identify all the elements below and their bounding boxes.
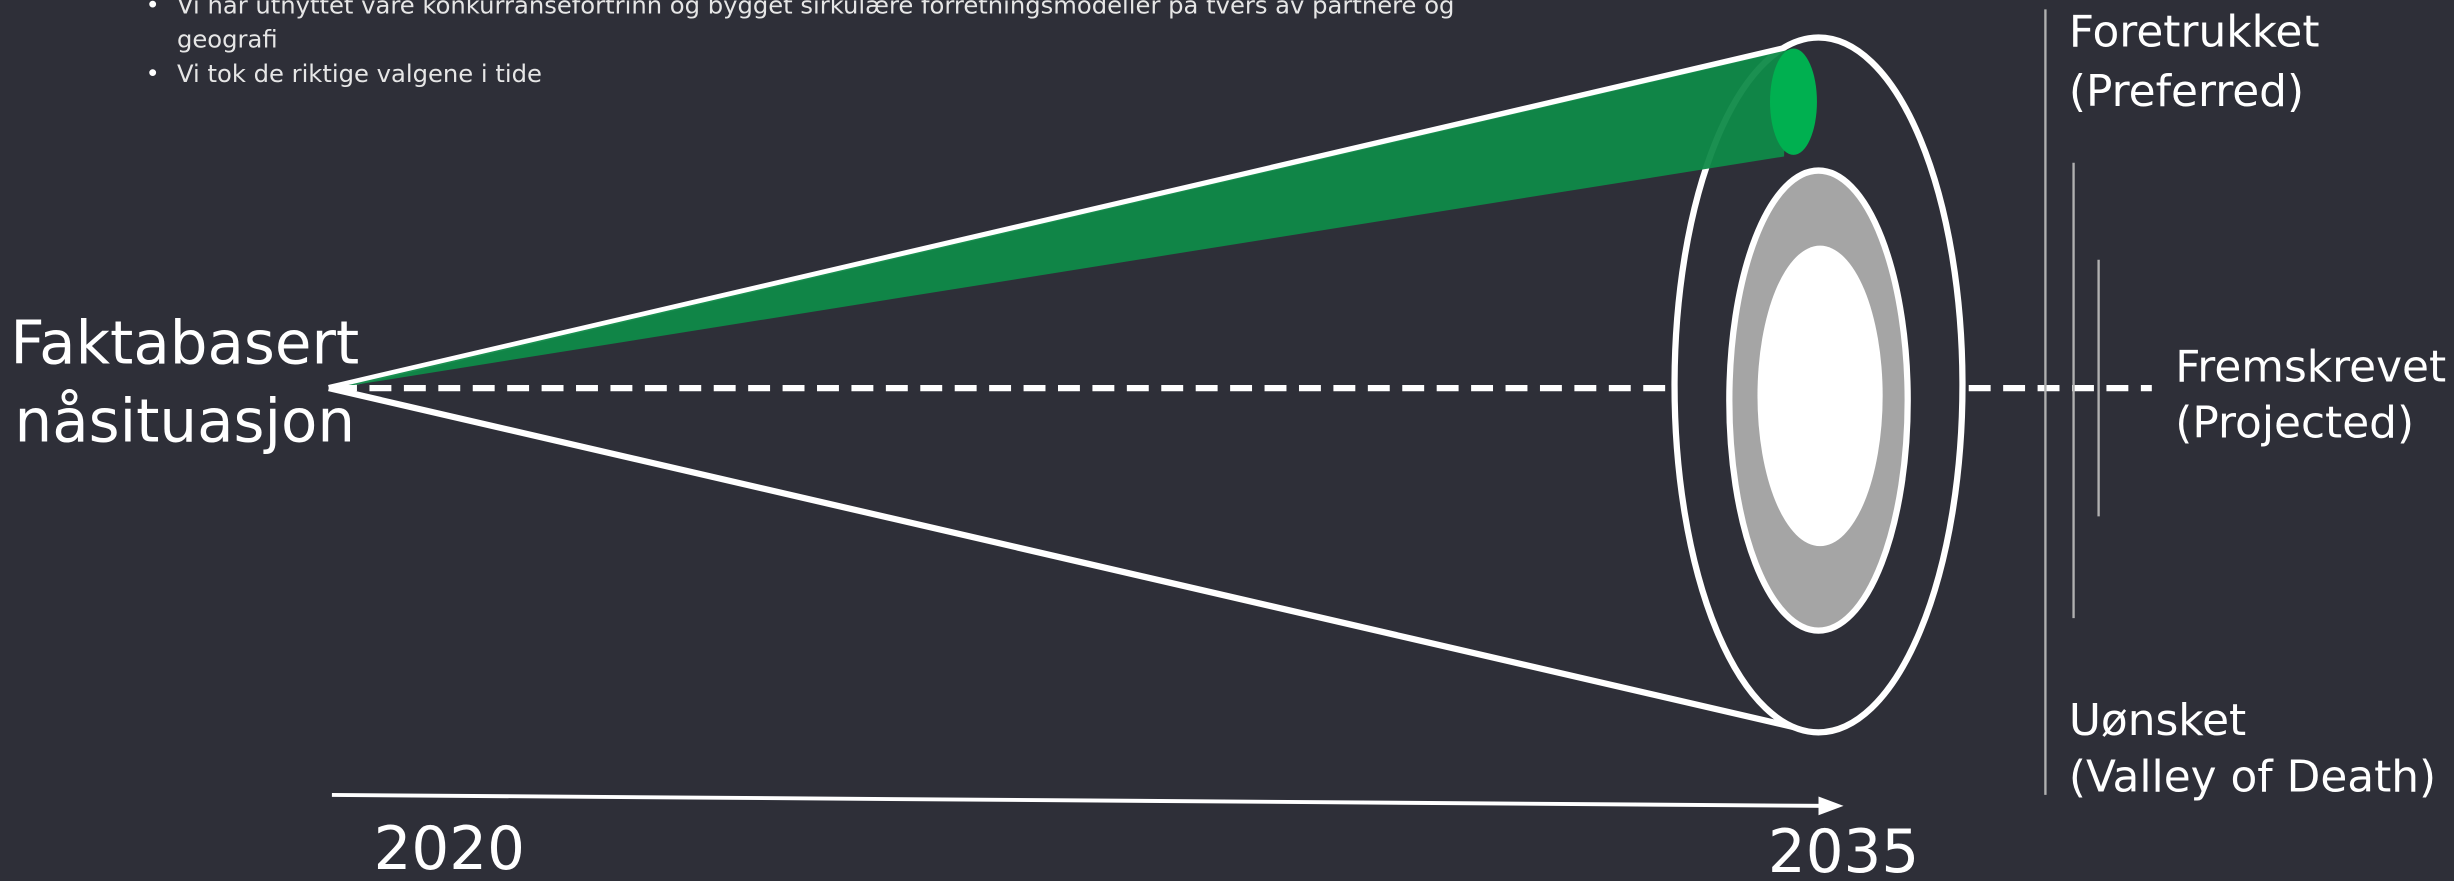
- year-start: 2020: [374, 815, 525, 881]
- preferred-ellipse: [1769, 48, 1817, 155]
- undesired-label: Uønsket: [2069, 695, 2246, 746]
- bullet-text: Vi har utnyttet våre konkurransefortrinn…: [177, 0, 1454, 19]
- inner-ellipse: [1757, 245, 1883, 547]
- arrow-head: [1818, 796, 1844, 816]
- preferred-label: (Preferred): [2069, 66, 2304, 117]
- origin-label: Faktabasert: [10, 310, 359, 379]
- cone-edge: [328, 385, 1804, 733]
- origin-label: nåsituasjon: [15, 388, 356, 457]
- cone-edge: [328, 40, 1804, 392]
- projected-label: Fremskrevet: [2175, 341, 2446, 392]
- undesired-label: (Valley of Death): [2069, 751, 2436, 802]
- preferred-label: Foretrukket: [2069, 6, 2320, 57]
- projected-label: (Projected): [2175, 398, 2414, 449]
- timeline-arrow: [331, 792, 1825, 808]
- bullet-dot: •: [146, 60, 160, 88]
- bullet-text: geografi: [177, 25, 278, 54]
- preferred-cone: [335, 50, 1788, 389]
- year-end: 2035: [1768, 818, 1919, 881]
- bullet-dot: •: [146, 0, 160, 19]
- bullet-text: Vi tok de riktige valgene i tide: [177, 59, 542, 88]
